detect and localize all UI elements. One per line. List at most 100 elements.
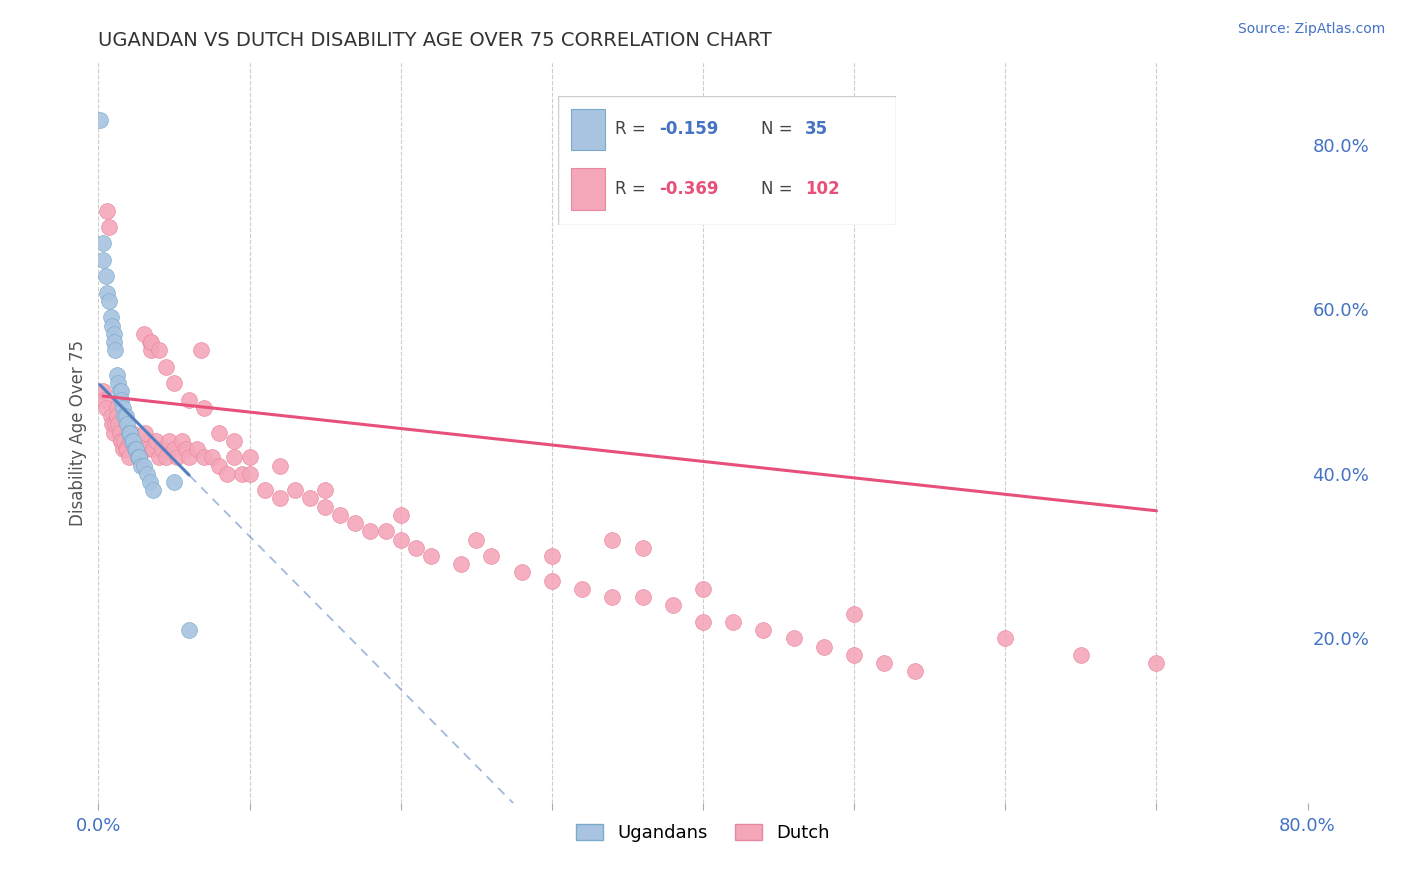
Point: [269, 458, 291, 473]
Point: [110, 384, 132, 399]
Point: [190, 343, 212, 358]
Point: [239, 467, 262, 481]
Point: [132, 326, 155, 341]
Point: [96, 203, 118, 218]
Point: [208, 458, 231, 473]
Point: [110, 434, 132, 448]
Point: [125, 434, 148, 448]
Point: [91, 236, 114, 251]
Point: [89, 113, 111, 128]
Point: [314, 500, 336, 514]
Point: [170, 434, 193, 448]
Point: [112, 434, 135, 448]
Point: [103, 335, 125, 350]
Y-axis label: Disability Age Over 75: Disability Age Over 75: [69, 340, 87, 525]
Point: [904, 664, 927, 678]
Point: [122, 434, 145, 448]
Point: [128, 450, 150, 465]
Point: [107, 376, 129, 391]
Point: [127, 450, 149, 465]
Point: [93, 392, 115, 407]
Point: [231, 467, 253, 481]
Point: [103, 326, 125, 341]
Point: [752, 623, 775, 637]
Point: [571, 582, 593, 596]
Point: [420, 549, 443, 563]
Point: [121, 434, 143, 448]
Point: [631, 590, 654, 604]
Point: [96, 285, 118, 300]
Point: [193, 450, 215, 465]
Point: [115, 417, 138, 432]
Point: [510, 566, 533, 580]
Point: [481, 549, 503, 563]
Text: Source: ZipAtlas.com: Source: ZipAtlas.com: [1237, 22, 1385, 37]
Point: [141, 343, 163, 358]
Point: [602, 590, 624, 604]
Point: [124, 442, 146, 456]
Point: [155, 359, 177, 374]
Point: [112, 409, 135, 424]
Point: [174, 442, 197, 456]
Point: [122, 434, 145, 448]
Point: [159, 434, 181, 448]
Point: [329, 508, 352, 522]
Point: [105, 368, 128, 382]
Point: [994, 632, 1017, 646]
Point: [118, 425, 141, 440]
Point: [142, 483, 165, 498]
Point: [114, 442, 136, 456]
Point: [1070, 648, 1092, 662]
Point: [132, 458, 155, 473]
Point: [145, 434, 167, 448]
Point: [94, 401, 117, 415]
Point: [129, 442, 152, 456]
Point: [132, 434, 155, 448]
Point: [692, 615, 714, 629]
Point: [150, 442, 173, 456]
Point: [105, 401, 128, 415]
Point: [91, 252, 114, 267]
Point: [873, 656, 896, 670]
Point: [139, 475, 162, 489]
Point: [91, 384, 114, 399]
Point: [110, 392, 132, 407]
Point: [100, 409, 122, 424]
Point: [100, 310, 122, 325]
Point: [148, 343, 170, 358]
Point: [215, 467, 238, 481]
Point: [114, 409, 136, 424]
Point: [121, 425, 143, 440]
Point: [723, 615, 745, 629]
Point: [139, 335, 162, 350]
Point: [98, 293, 121, 308]
Point: [101, 318, 124, 333]
Point: [135, 442, 157, 456]
Point: [186, 442, 208, 456]
Point: [208, 425, 231, 440]
Point: [224, 450, 246, 465]
Point: [389, 533, 412, 547]
Point: [141, 335, 163, 350]
Point: [844, 607, 866, 621]
Point: [389, 508, 412, 522]
Text: UGANDAN VS DUTCH DISABILITY AGE OVER 75 CORRELATION CHART: UGANDAN VS DUTCH DISABILITY AGE OVER 75 …: [98, 30, 772, 50]
Point: [360, 524, 382, 539]
Point: [107, 417, 129, 432]
Point: [224, 434, 246, 448]
Point: [193, 401, 215, 415]
Point: [284, 483, 307, 498]
Point: [110, 434, 132, 448]
Point: [127, 442, 149, 456]
Point: [148, 450, 170, 465]
Point: [631, 541, 654, 555]
Point: [813, 640, 835, 654]
Point: [179, 623, 201, 637]
Point: [844, 648, 866, 662]
Point: [783, 632, 806, 646]
Point: [101, 417, 124, 432]
Point: [118, 450, 141, 465]
Point: [108, 384, 131, 399]
Point: [94, 269, 117, 284]
Point: [125, 442, 148, 456]
